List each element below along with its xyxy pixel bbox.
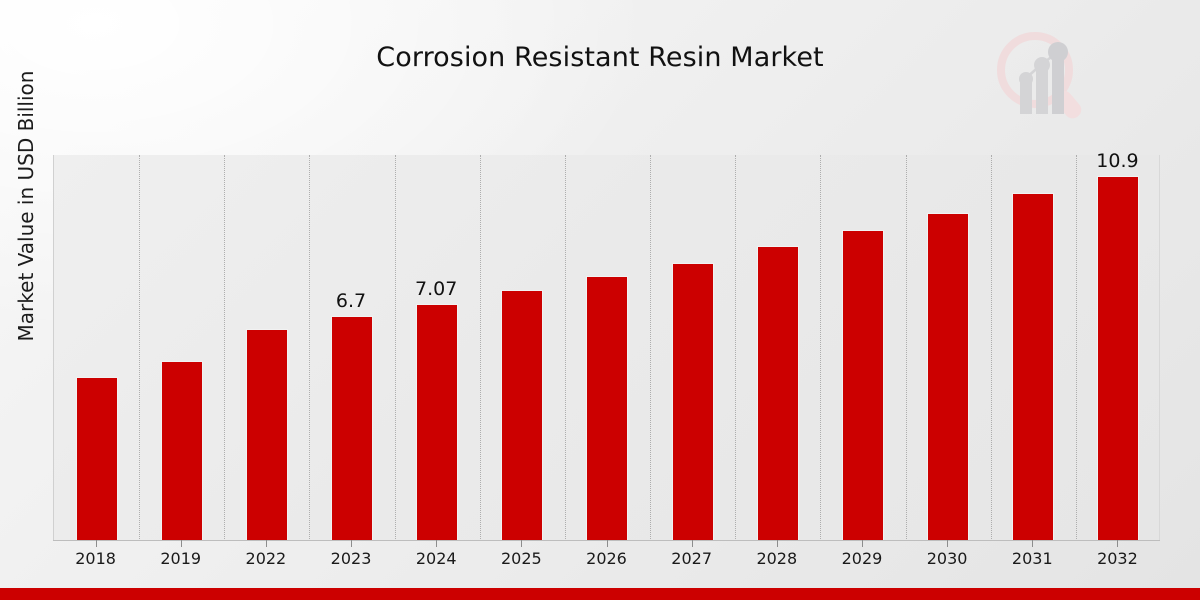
bar-2025[interactable]: [501, 290, 544, 541]
gridline: [224, 155, 226, 541]
x-tick-mark: [1117, 540, 1119, 547]
plot-area: [53, 155, 1160, 541]
x-tick-label-2024: 2024: [415, 549, 457, 568]
bar-slot: [395, 155, 480, 541]
gridline: [1075, 155, 1077, 541]
bar-slot: [565, 155, 650, 541]
bar-2026[interactable]: [586, 276, 629, 541]
x-tick-mark: [436, 540, 438, 547]
gridline: [309, 155, 311, 541]
bar-value-label-2023: 6.7: [335, 290, 367, 313]
magnifier-bar-chart-logo-icon: [988, 28, 1092, 124]
bar-slot: [480, 155, 565, 541]
x-tick-mark: [95, 540, 97, 547]
x-tick-label-2025: 2025: [500, 549, 542, 568]
bar-value-label-2024: 7.07: [415, 277, 458, 300]
x-tick-mark: [606, 540, 608, 547]
gridline: [905, 155, 907, 541]
page-title: Corrosion Resistant Resin Market: [376, 42, 824, 73]
gridline: [735, 155, 737, 541]
x-tick-mark: [861, 540, 863, 547]
bar-2029[interactable]: [841, 230, 884, 541]
bar-2031[interactable]: [1012, 192, 1055, 541]
x-tick-label-2023: 2023: [330, 549, 372, 568]
x-tick-label-2026: 2026: [586, 549, 627, 568]
bar-slot: [906, 155, 991, 541]
bar-2018[interactable]: [75, 376, 118, 541]
x-tick-label-2032: 2032: [1097, 549, 1138, 568]
x-tick-mark: [351, 540, 353, 547]
gridline: [564, 155, 566, 541]
gridline: [650, 155, 652, 541]
x-tick-label-2029: 2029: [841, 549, 883, 568]
x-tick-mark: [521, 540, 523, 547]
gridline: [820, 155, 822, 541]
bar-slot: [991, 155, 1076, 541]
x-tick-mark: [776, 540, 778, 547]
gridline: [394, 155, 396, 541]
y-axis-label: Market Value in USD Billion: [14, 70, 38, 342]
bar-value-label-2032: 10.9: [1096, 150, 1139, 173]
bar-slot: [309, 155, 394, 541]
bar-slot: [1076, 155, 1161, 541]
x-tick-label-2031: 2031: [1011, 549, 1053, 568]
bar-2032[interactable]: [1097, 176, 1140, 541]
x-tick-label-2018: 2018: [75, 549, 116, 568]
bar-slot: [735, 155, 820, 541]
x-tick-mark: [691, 540, 693, 547]
bar-slot: [224, 155, 309, 541]
gridline: [990, 155, 992, 541]
bar-2024[interactable]: [416, 303, 459, 541]
bar-2028[interactable]: [756, 245, 799, 541]
x-tick-label-2019: 2019: [160, 549, 202, 568]
bar-slot: [650, 155, 735, 541]
bar-2022[interactable]: [245, 329, 288, 541]
x-tick-label-2027: 2027: [671, 549, 712, 568]
bar-slot: [820, 155, 905, 541]
x-tick-mark: [947, 540, 949, 547]
bar-2027[interactable]: [671, 262, 714, 541]
gridline: [479, 155, 481, 541]
x-tick-mark: [265, 540, 267, 547]
bar-slot: [54, 155, 139, 541]
footer-accent-bar: [0, 588, 1200, 600]
bar-slot: [139, 155, 224, 541]
gridline: [139, 155, 141, 541]
bar-2019[interactable]: [160, 360, 203, 541]
x-tick-label-2022: 2022: [245, 549, 287, 568]
x-tick-mark: [180, 540, 182, 547]
x-tick-label-2030: 2030: [926, 549, 968, 568]
bar-2023[interactable]: [331, 316, 374, 541]
x-tick-label-2028: 2028: [756, 549, 798, 568]
x-tick-mark: [1032, 540, 1034, 547]
bar-2030[interactable]: [927, 213, 970, 541]
